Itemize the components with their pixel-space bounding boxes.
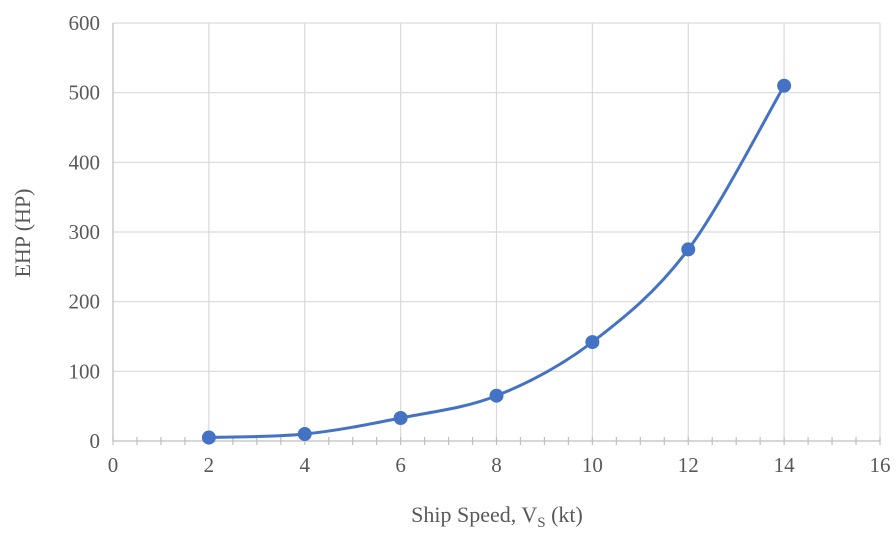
y-tick-label: 0 [90,429,101,453]
x-tick-label: 2 [204,453,215,477]
y-tick-label: 100 [69,359,101,383]
data-point [489,388,504,403]
y-axis-title: EHP (HP) [10,188,35,277]
x-axis-title-main: Ship Speed, V [411,502,537,527]
x-tick-label: 6 [395,453,406,477]
x-tick-label: 4 [300,453,311,477]
data-point [681,242,696,257]
data-point [777,78,792,93]
data-point [585,335,600,350]
grid [113,22,881,441]
x-axis-title-subscript: S [537,515,545,531]
x-tick-label: 12 [678,453,699,477]
x-tick-label: 8 [491,453,502,477]
x-axis-title-suffix: (kt) [546,502,583,527]
x-tick-label: 14 [774,453,796,477]
x-tick-label: 10 [582,453,603,477]
data-point [393,411,408,426]
y-tick-label: 500 [69,81,101,105]
series [201,78,792,445]
tick-labels: 0 2 4 6 8 10 12 14 16 0 100 200 300 400 500 600 [69,11,891,477]
x-tick-label: 16 [870,453,891,477]
y-tick-label: 400 [69,150,101,174]
data-point [297,427,312,442]
y-tick-label: 200 [69,290,101,314]
data-point [201,430,216,445]
x-tick-label: 0 [108,453,119,477]
y-tick-label: 600 [69,11,101,35]
y-tick-label: 300 [69,220,101,244]
x-axis-title: Ship Speed, VS (kt) [411,502,583,531]
